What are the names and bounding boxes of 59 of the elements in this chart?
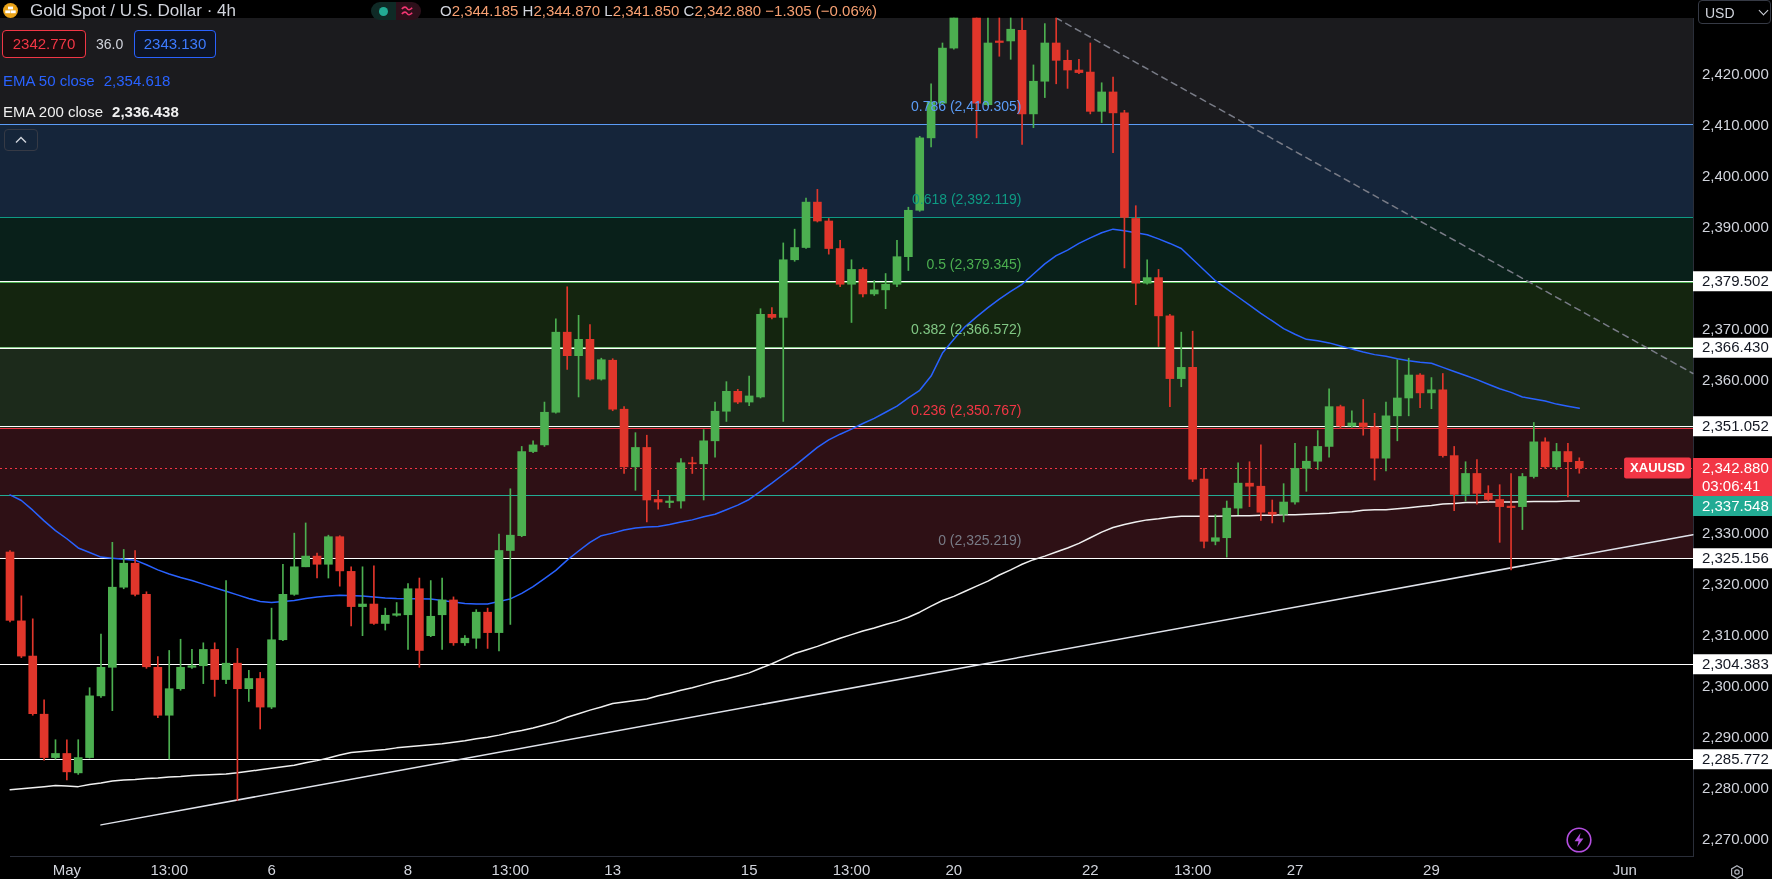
y-tick-label: 2,390.000 (1702, 217, 1769, 235)
x-tick-label: 13:00 (1173, 861, 1212, 879)
price-box: 2342.770 (2, 30, 86, 58)
x-tick-label: 13:00 (491, 861, 530, 879)
text: EMA 50 close (3, 72, 95, 89)
y-tick-label: 2,400.000 (1702, 166, 1769, 184)
band-label: 0.236 (2,350.767) (910, 401, 1022, 418)
annotation: 36.0 (96, 36, 124, 52)
candlestick (1563, 443, 1573, 498)
x-tick-label: 8 (403, 861, 413, 879)
text: EMA 200 close (3, 102, 104, 120)
candlestick (687, 456, 697, 474)
y-tick-label: 2,360.000 (1702, 370, 1769, 388)
x-tick-label: Jun (1612, 861, 1637, 879)
annotation: 2,336.438 (112, 102, 179, 120)
annotation: 2,354.618 (103, 72, 171, 89)
candlestick (437, 577, 447, 650)
candlestick (1495, 484, 1505, 543)
x-tick-label: May (52, 861, 82, 879)
y-tick-label: 2,410.000 (1702, 115, 1769, 133)
x-tick-label: 13:00 (832, 861, 871, 879)
price-box: 2343.130 (134, 30, 216, 58)
candlestick (1176, 331, 1186, 388)
band-label: 0 (2,325.219) (938, 531, 1022, 548)
ref-line-label: 2,351.052 (1702, 416, 1769, 434)
x-tick-label: 20 (945, 861, 963, 879)
x-tick-label: 29 (1423, 861, 1440, 879)
y-tick-label: 2,300.000 (1702, 676, 1769, 694)
y-tick-label: 2,330.000 (1702, 523, 1769, 541)
x-tick-label: 27 (1286, 861, 1304, 879)
ref-line-label: 2,304.383 (1702, 654, 1769, 672)
candlestick (1267, 499, 1277, 524)
y-tick-label: 2,310.000 (1702, 625, 1769, 643)
text: O2,344.185 H2,344.870 L2,341.850 C2,342.880 −1.305 (−0.06%) (440, 2, 878, 19)
y-tick-label: 2,420.000 (1702, 64, 1769, 82)
x-tick-label: 13 (604, 861, 622, 879)
candlestick (221, 580, 231, 684)
dropdown-field: USD (1698, 0, 1771, 24)
x-tick-label: 22 (1081, 861, 1099, 879)
candlestick (164, 650, 174, 760)
candlestick (187, 649, 197, 669)
ref-line-label: 2,379.502 (1702, 271, 1769, 289)
y-tick-label: 2,320.000 (1702, 574, 1769, 592)
ref-line-label: 2,342.880 03:06:41 (1702, 458, 1769, 494)
ref-line-label: 2,285.772 (1702, 749, 1769, 767)
ref-line-label: 2,366.430 (1702, 338, 1769, 356)
y-tick-label: 2,280.000 (1702, 778, 1769, 796)
y-tick-label: 2,290.000 (1702, 727, 1769, 745)
band-label: 0.5 (2,379.345) (926, 255, 1022, 272)
x-tick-label: 6 (267, 861, 276, 879)
x-tick-label: 13:00 (150, 861, 188, 879)
candlestick (653, 489, 663, 510)
y-tick-label: 2,270.000 (1702, 829, 1769, 847)
ref-line-label: 2,325.156 (1702, 549, 1769, 566)
ref-line-label: 2,337.548 (1702, 496, 1769, 514)
x-tick-label: 15 (740, 861, 758, 879)
y-tick-label: 2,370.000 (1702, 319, 1769, 337)
chart-title: Gold Spot / U.S. Dollar · 4h (30, 1, 236, 20)
annotation: XAUUSD (1630, 460, 1686, 476)
